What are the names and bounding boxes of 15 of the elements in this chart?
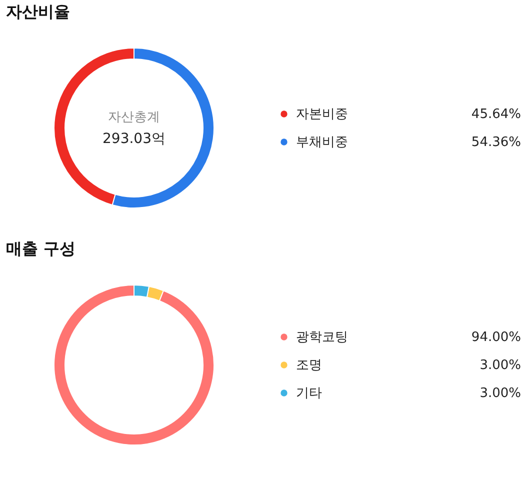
data-label: 3.00% xyxy=(480,386,521,401)
chart-title: 자산비율 xyxy=(6,2,70,21)
data-label: 54.36% xyxy=(471,135,521,150)
legend-label: 자본비중 xyxy=(296,107,348,122)
data-label: 94.00% xyxy=(471,330,521,345)
legend-label: 광학코팅 xyxy=(296,330,348,345)
donut-slice xyxy=(54,284,214,446)
data-label: 45.64% xyxy=(471,107,521,122)
legend-label: 부채비중 xyxy=(296,135,348,150)
legend-label: 기타 xyxy=(296,386,322,401)
text: 293.03억 xyxy=(102,131,166,147)
chart-title: 매출 구성 xyxy=(6,239,76,258)
data-label: 3.00% xyxy=(480,358,521,373)
legend-label: 조명 xyxy=(296,358,322,373)
text: 자산총계 xyxy=(108,110,160,125)
